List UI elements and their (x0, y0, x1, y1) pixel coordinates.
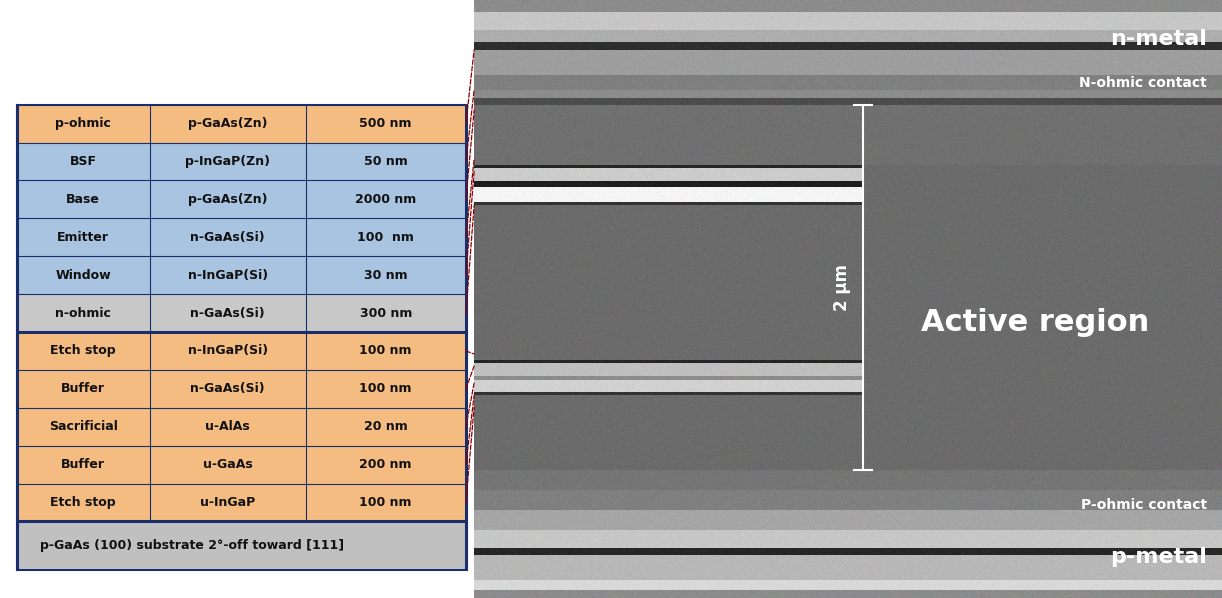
Text: Emitter: Emitter (57, 231, 109, 244)
Text: BSF: BSF (70, 155, 97, 168)
Text: n-InGaP(Si): n-InGaP(Si) (187, 344, 268, 358)
Text: 2 μm: 2 μm (833, 264, 851, 311)
Bar (17, 408, 466, 446)
Bar (17, 256, 466, 294)
Bar (17, 105, 466, 142)
Bar (17, 370, 466, 408)
Text: n-GaAs(Si): n-GaAs(Si) (191, 231, 265, 244)
Text: Buffer: Buffer (61, 458, 105, 471)
Bar (17, 521, 466, 569)
Text: 50 nm: 50 nm (364, 155, 408, 168)
Text: p-metal: p-metal (1110, 547, 1207, 568)
Bar (17, 142, 466, 181)
Text: p-GaAs (100) substrate 2°-off toward [111]: p-GaAs (100) substrate 2°-off toward [11… (39, 539, 343, 551)
Bar (17, 218, 466, 256)
Text: 2000 nm: 2000 nm (356, 193, 417, 206)
Text: n-GaAs(Si): n-GaAs(Si) (191, 307, 265, 319)
Text: u-AlAs: u-AlAs (205, 420, 251, 433)
Bar (17, 484, 466, 521)
Text: 20 nm: 20 nm (364, 420, 408, 433)
Text: 100 nm: 100 nm (359, 496, 412, 509)
Text: p-GaAs(Zn): p-GaAs(Zn) (188, 193, 268, 206)
Text: 30 nm: 30 nm (364, 269, 407, 282)
Text: 100  nm: 100 nm (357, 231, 414, 244)
Text: n-ohmic: n-ohmic (55, 307, 111, 319)
Text: u-InGaP: u-InGaP (200, 496, 255, 509)
Bar (17, 446, 466, 484)
Text: 300 nm: 300 nm (359, 307, 412, 319)
Text: Window: Window (55, 269, 111, 282)
Text: 100 nm: 100 nm (359, 344, 412, 358)
Text: Etch stop: Etch stop (50, 344, 116, 358)
Text: n-GaAs(Si): n-GaAs(Si) (191, 382, 265, 395)
Text: P-ohmic contact: P-ohmic contact (1081, 498, 1207, 512)
Text: n-InGaP(Si): n-InGaP(Si) (187, 269, 268, 282)
Text: 500 nm: 500 nm (359, 117, 412, 130)
Text: Base: Base (66, 193, 100, 206)
Text: p-GaAs(Zn): p-GaAs(Zn) (188, 117, 268, 130)
Text: p-ohmic: p-ohmic (55, 117, 111, 130)
Bar (17, 181, 466, 218)
Bar (17, 294, 466, 332)
Text: Sacrificial: Sacrificial (49, 420, 117, 433)
Text: n-metal: n-metal (1110, 29, 1207, 49)
Text: Active region: Active region (921, 309, 1149, 337)
Text: Etch stop: Etch stop (50, 496, 116, 509)
Text: N-ohmic contact: N-ohmic contact (1079, 75, 1207, 90)
Text: p-InGaP(Zn): p-InGaP(Zn) (185, 155, 270, 168)
Text: 200 nm: 200 nm (359, 458, 412, 471)
Bar (17, 332, 466, 370)
Bar (17, 105, 466, 569)
Text: u-GaAs: u-GaAs (203, 458, 253, 471)
Text: Buffer: Buffer (61, 382, 105, 395)
Text: 100 nm: 100 nm (359, 382, 412, 395)
